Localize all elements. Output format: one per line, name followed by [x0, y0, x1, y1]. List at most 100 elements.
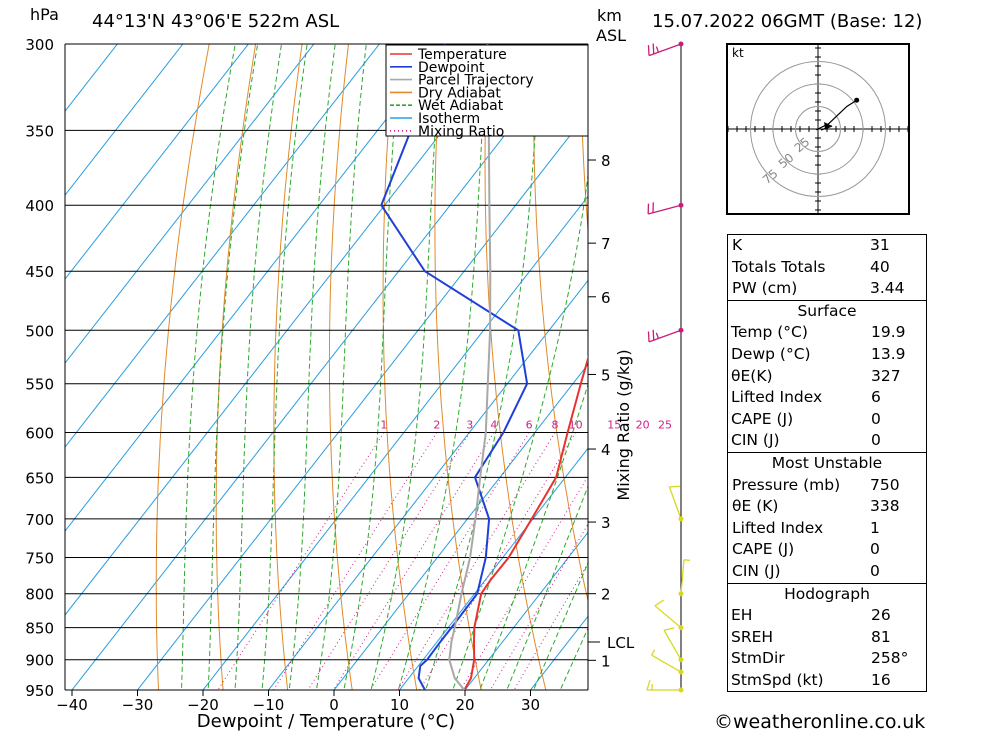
row-value: 258°	[871, 649, 909, 668]
pressure-tick-label: 350	[25, 122, 54, 140]
pressure-tick-label: 600	[25, 424, 54, 442]
mixing-ratio-label: 10	[569, 418, 583, 431]
wind-barb-half	[655, 332, 660, 339]
index-row-pw: PW (cm) 3.44	[728, 278, 926, 300]
wind-barb-flag	[654, 599, 665, 607]
temperature-tick-label: −20	[187, 696, 219, 714]
mixing-ratio-label: 8	[552, 418, 559, 431]
x-axis-title: Dewpoint / Temperature (°C)	[197, 711, 455, 732]
hodograph-ring	[750, 61, 886, 197]
index-value: 3.44	[870, 279, 905, 298]
most-unstable-title: Most Unstable	[771, 453, 883, 472]
pressure-tick-label: 500	[25, 322, 54, 340]
wind-barb-shaft	[680, 559, 685, 594]
wet-adiabat-line	[288, 44, 336, 690]
mu-row: θE (K) 338	[728, 496, 926, 518]
hodo-row: StmSpd (kt) 16	[727, 670, 927, 692]
hodograph-ring	[772, 83, 864, 175]
pressure-tick-label: 700	[25, 511, 54, 529]
wet-adiabat-line	[425, 44, 542, 690]
wind-barb-flag	[647, 331, 650, 342]
dry-adiabat-line	[532, 44, 588, 604]
mu-row: Lifted Index 1	[728, 518, 926, 540]
row-value: 750	[870, 475, 900, 494]
temperature-tick-label: −30	[122, 696, 154, 714]
wet-adiabat-line	[479, 382, 588, 690]
hodograph-unit: kt	[732, 46, 744, 60]
isotherm-line	[267, 279, 588, 690]
parcel-trajectory	[448, 44, 492, 690]
legend-entry: Isotherm	[418, 111, 480, 127]
wind-barb-half	[655, 46, 660, 53]
wet-adiabat-line	[370, 44, 442, 690]
mixing-ratio-axis-title: Mixing Ratio (g/kg)	[614, 349, 633, 500]
surface-row: CIN (J) 0	[727, 430, 927, 452]
legend-box	[385, 44, 589, 137]
height-tick-label: 3	[601, 514, 611, 532]
legend-entry: Dry Adiabat	[418, 85, 501, 101]
wind-barb-flag	[652, 329, 655, 341]
height-tick-label: 5	[601, 366, 611, 384]
index-row-totals: Totals Totals 40	[728, 257, 926, 279]
row-value: 338	[870, 497, 900, 516]
index-value: 40	[870, 257, 890, 276]
isotherm-line	[65, 44, 250, 280]
dry-adiabat-line	[626, 5, 741, 696]
location-title: 44°13'N 43°06'E 522m ASL	[92, 11, 340, 32]
row-label: CAPE (J)	[732, 540, 795, 559]
wind-barb-shaft	[654, 605, 682, 629]
legend-entry: Mixing Ratio	[418, 124, 504, 140]
legend-entry: Dewpoint	[418, 60, 485, 76]
row-value: 13.9	[871, 344, 906, 363]
hodograph-ring	[795, 106, 841, 152]
row-value: 1	[870, 518, 880, 537]
surface-title: Surface	[797, 301, 857, 320]
credit-link[interactable]: ©weatheronline.co.uk	[714, 711, 926, 733]
surface-row: Temp (°C) 19.9	[727, 322, 927, 344]
pressure-tick-label: 950	[25, 682, 54, 700]
dry-adiabat-line	[215, 44, 257, 690]
pressure-tick-label: 900	[25, 652, 54, 670]
surface-section: Surface Temp (°C) 19.9 Dewp (°C) 13.9 θE(K…	[727, 299, 927, 453]
height-tick-label: 4	[601, 441, 611, 459]
temperature-tick-label: 30	[521, 696, 540, 714]
row-label: Lifted Index	[732, 518, 824, 537]
hodograph-section: Hodograph EH 26 SREH 81 StmDir 258° StmSpd …	[727, 582, 927, 692]
hodo-row: EH 26	[727, 605, 927, 627]
surface-row: CAPE (J) 0	[727, 409, 927, 431]
wind-barb	[650, 649, 684, 675]
mixing-ratio-line	[419, 432, 577, 690]
lcl-label: LCL	[607, 634, 635, 652]
index-label: PW (cm)	[732, 279, 798, 298]
row-value: 26	[871, 606, 891, 625]
wet-adiabat-line	[181, 44, 236, 690]
wind-barb	[678, 559, 690, 597]
pressure-tick-label: 450	[25, 263, 54, 281]
asl-label: ASL	[596, 26, 627, 45]
mu-row: CAPE (J) 0	[728, 539, 926, 561]
index-label: Totals Totals	[732, 257, 826, 276]
temperature-tick-label: −40	[56, 696, 88, 714]
surface-row: Dewp (°C) 13.9	[727, 344, 927, 366]
legend-entry: Wet Adiabat	[418, 98, 504, 114]
mixing-ratio-line	[307, 432, 471, 690]
mixing-ratio-label: 6	[526, 418, 533, 431]
row-label: Temp (°C)	[731, 323, 808, 342]
legend-entry: Temperature	[417, 47, 507, 63]
wind-barb	[647, 41, 684, 57]
height-tick-label: 2	[601, 586, 611, 604]
dry-adiabat-line	[990, 5, 1000, 696]
height-tick-label: 7	[601, 235, 611, 253]
index-value: 31	[870, 236, 890, 254]
dry-adiabat-line	[945, 5, 1000, 696]
wet-adiabat-line	[506, 485, 588, 690]
mu-row: CIN (J) 0	[728, 561, 926, 583]
pressure-tick-label: 650	[25, 469, 54, 487]
isotherm-line	[65, 44, 446, 532]
wet-adiabat-line	[207, 44, 259, 690]
wind-barb	[647, 327, 684, 343]
wind-barb-flag	[663, 627, 675, 631]
height-tick-label: 8	[601, 152, 611, 170]
mixing-ratio-label: 25	[658, 418, 672, 431]
wet-adiabat-line	[315, 44, 367, 690]
